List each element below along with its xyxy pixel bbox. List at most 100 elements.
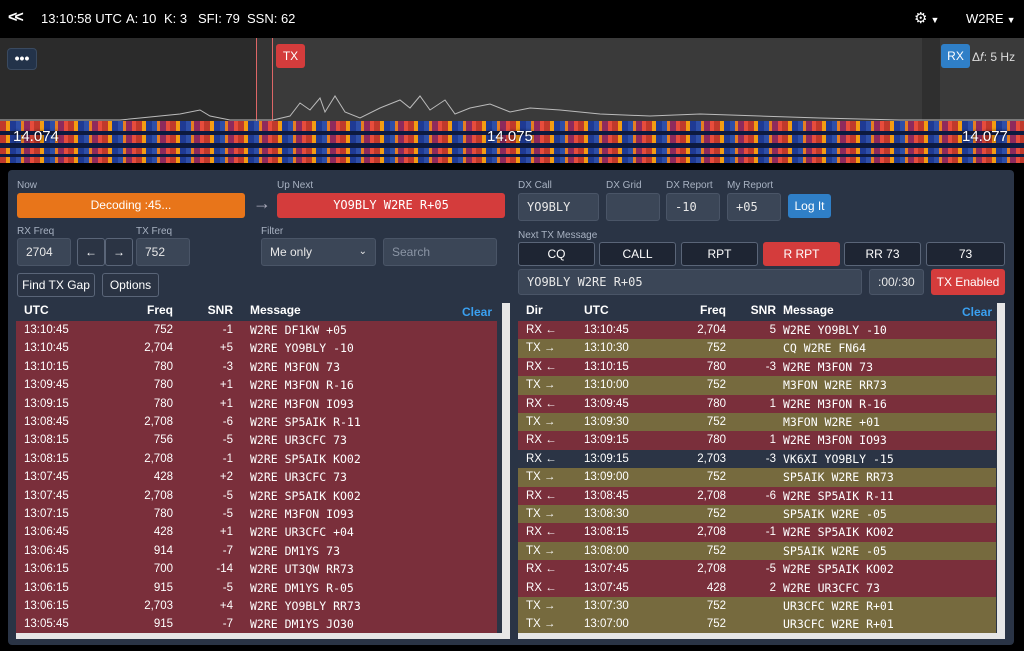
cell-message: W2RE SP5AIK R-11 [783, 488, 894, 503]
table-row[interactable]: 13:06:15 700 -14 W2RE UT3QW RR73 [16, 560, 497, 579]
waterfall[interactable]: ••• TX RX Δ𝑓: 5 Hz 14.074 14.075 14.077 [0, 38, 1024, 163]
table-row[interactable]: 13:06:45 428 +1 W2RE UR3CFC +04 [16, 523, 497, 542]
table-row[interactable]: 13:07:45 428 +2 W2RE UR3CFC 73 [16, 468, 497, 487]
col-message: Message [783, 303, 834, 317]
cell-message: W2RE DM1YS 73 [250, 543, 341, 558]
cell-snr: -5 [222, 434, 233, 447]
table-row[interactable]: 13:06:15 915 -5 W2RE DM1YS R-05 [16, 578, 497, 597]
cell-snr: 1 [769, 397, 776, 410]
cell-utc: 13:06:15 [24, 581, 69, 594]
table-row[interactable]: RX ← 13:08:15 2,708 -1 W2RE SP5AIK KO02 [518, 523, 996, 542]
waterfall-band-gap [0, 131, 1024, 135]
tx-button-rpt[interactable]: RPT [681, 242, 758, 266]
find-tx-gap-button[interactable]: Find TX Gap [17, 273, 95, 297]
table-row[interactable]: TX → 13:10:30 752 CQ W2RE FN64 [518, 339, 996, 358]
table-row[interactable]: 13:06:15 2,703 +4 W2RE YO9BLY RR73 [16, 597, 497, 616]
table-row[interactable]: RX ← 13:09:15 2,703 -3 VK6XI YO9BLY -15 [518, 449, 996, 469]
right-scrollbar[interactable] [997, 303, 1005, 639]
waterfall-menu-button[interactable]: ••• [7, 48, 37, 70]
cell-freq: 752 [706, 379, 726, 392]
txfreq-input[interactable]: 752 [136, 238, 190, 266]
dxreport-input[interactable]: -10 [666, 193, 720, 221]
table-row[interactable]: 13:08:15 2,708 -1 W2RE SP5AIK KO02 [16, 449, 497, 469]
tx-button-73[interactable]: 73 [926, 242, 1005, 266]
filter-select[interactable]: Me only ⌄ [261, 238, 376, 266]
double-chevron-left-icon[interactable]: << [8, 9, 24, 26]
clear-log-button[interactable]: Clear [962, 305, 993, 319]
table-row[interactable]: TX → 13:07:00 752 UR3CFC W2RE R+01 [518, 615, 996, 633]
now-status: Decoding :45... [17, 193, 245, 218]
user-callsign: W2RE [966, 11, 1004, 26]
rx-badge[interactable]: RX [941, 44, 970, 68]
table-row[interactable]: RX ← 13:09:15 780 1 W2RE M3FON IO93 [518, 431, 996, 450]
tx-button-cq[interactable]: CQ [518, 242, 595, 266]
table-row[interactable]: TX → 13:09:30 752 M3FON W2RE +01 [518, 413, 996, 432]
cell-freq: 780 [706, 397, 726, 410]
col-dir: Dir [526, 303, 543, 317]
user-menu[interactable]: W2RE ▼ [966, 11, 1015, 26]
cell-dir: RX ← [526, 581, 557, 594]
cell-utc: 13:08:30 [584, 508, 629, 520]
tx-button-r-rpt[interactable]: R RPT [763, 242, 840, 266]
tx-enabled-button[interactable]: TX Enabled [931, 269, 1005, 295]
table-row[interactable]: 13:10:15 780 -3 W2RE M3FON 73 [16, 357, 497, 377]
table-row[interactable]: 13:09:45 780 +1 W2RE M3FON R-16 [16, 376, 497, 395]
tx-badge[interactable]: TX [276, 44, 305, 68]
freq-right-label: 14.077 [962, 128, 1008, 145]
cell-utc: 13:05:45 [24, 618, 69, 631]
table-row[interactable]: RX ← 13:08:45 2,708 -6 W2RE SP5AIK R-11 [518, 486, 996, 505]
waterfall-band-gap [0, 143, 1024, 148]
dxgrid-input[interactable] [606, 193, 660, 221]
cell-snr: +2 [219, 471, 233, 484]
rxfreq-input[interactable]: 2704 [17, 238, 71, 266]
tx-message-input[interactable]: YO9BLY W2RE R+05 [518, 269, 862, 295]
cell-utc: 13:10:15 [584, 360, 629, 373]
table-row[interactable]: RX ← 13:10:15 780 -3 W2RE M3FON 73 [518, 357, 996, 377]
gear-icon[interactable]: ⚙ ▼ [914, 10, 940, 27]
table-row[interactable]: TX → 13:09:00 752 SP5AIK W2RE RR73 [518, 468, 996, 487]
table-row[interactable]: TX → 13:08:00 752 SP5AIK W2RE -05 [518, 541, 996, 561]
table-row[interactable]: 13:08:15 756 -5 W2RE UR3CFC 73 [16, 431, 497, 450]
cell-freq: 2,704 [697, 324, 726, 336]
arrow-left-button[interactable]: ← [77, 238, 105, 266]
table-row[interactable]: 13:07:15 780 -5 W2RE M3FON IO93 [16, 505, 497, 524]
myreport-label: My Report [727, 180, 774, 191]
table-row[interactable]: TX → 13:08:30 752 SP5AIK W2RE -05 [518, 505, 996, 524]
table-header: Dir UTC Freq SNR Message [518, 303, 996, 321]
dxcall-input[interactable]: YO9BLY [518, 193, 599, 221]
table-row[interactable]: 13:06:45 914 -7 W2RE DM1YS 73 [16, 541, 497, 561]
cell-message: W2RE UR3CFC 73 [250, 433, 347, 448]
cell-snr: 1 [769, 434, 776, 447]
table-row[interactable]: RX ← 13:07:45 428 2 W2RE UR3CFC 73 [518, 578, 996, 597]
cell-snr: -3 [765, 452, 776, 465]
left-scrollbar-h[interactable] [16, 633, 510, 639]
table-row[interactable]: 13:09:15 780 +1 W2RE M3FON IO93 [16, 394, 497, 413]
cell-utc: 13:09:45 [24, 379, 69, 392]
log-it-button[interactable]: Log It [788, 194, 831, 218]
table-row[interactable]: RX ← 13:07:45 2,708 -5 W2RE SP5AIK KO02 [518, 560, 996, 579]
options-button[interactable]: Options [102, 273, 159, 297]
table-row[interactable]: 13:05:45 915 -7 W2RE DM1YS JO30 [16, 615, 497, 633]
left-scrollbar[interactable] [502, 303, 510, 639]
table-row[interactable]: 13:07:45 2,708 -5 W2RE SP5AIK KO02 [16, 486, 497, 505]
search-input[interactable]: Search [383, 238, 497, 266]
txfreq-label: TX Freq [136, 226, 173, 237]
right-scrollbar-h[interactable] [518, 633, 1005, 639]
table-row[interactable]: 13:10:45 752 -1 W2RE DF1KW +05 [16, 321, 497, 340]
table-row[interactable]: TX → 13:07:30 752 UR3CFC W2RE R+01 [518, 597, 996, 616]
table-row[interactable]: RX ← 13:09:45 780 1 W2RE M3FON R-16 [518, 394, 996, 413]
cell-message: M3FON W2RE RR73 [783, 378, 887, 393]
tx-button-rr-73[interactable]: RR 73 [844, 242, 921, 266]
table-row[interactable]: 13:10:45 2,704 +5 W2RE YO9BLY -10 [16, 339, 497, 358]
arrow-right-button[interactable]: → [105, 238, 133, 266]
tx-button-call[interactable]: CALL [599, 242, 676, 266]
clear-decodes-button[interactable]: Clear [462, 305, 493, 319]
cell-freq: 700 [153, 563, 173, 576]
table-row[interactable]: 13:08:45 2,708 -6 W2RE SP5AIK R-11 [16, 413, 497, 432]
cell-utc: 13:09:15 [24, 397, 69, 410]
myreport-input[interactable]: +05 [727, 193, 781, 221]
table-row[interactable]: TX → 13:10:00 752 M3FON W2RE RR73 [518, 376, 996, 395]
cell-utc: 13:10:45 [584, 324, 629, 336]
table-row[interactable]: RX ← 13:10:45 2,704 5 W2RE YO9BLY -10 [518, 321, 996, 340]
cell-dir: RX ← [526, 360, 557, 373]
